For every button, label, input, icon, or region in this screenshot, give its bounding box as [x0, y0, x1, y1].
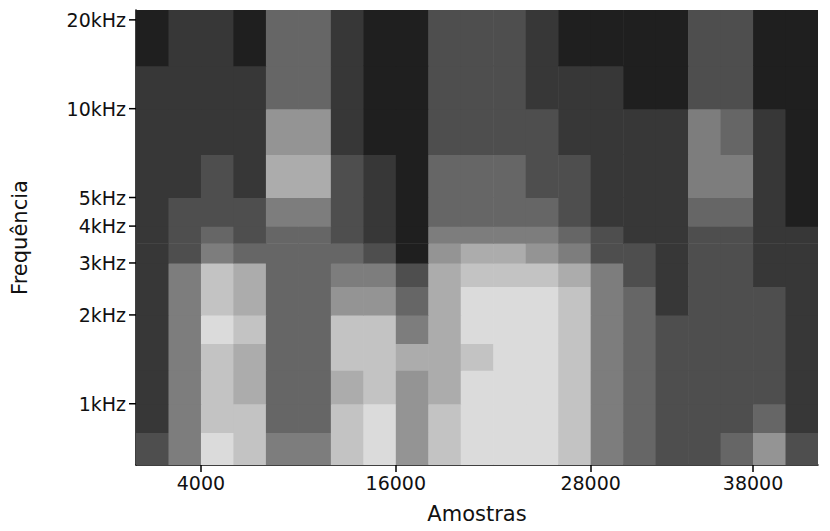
svg-text:2kHz: 2kHz [79, 304, 126, 326]
svg-text:4kHz: 4kHz [79, 215, 126, 237]
svg-text:10kHz: 10kHz [67, 98, 126, 120]
svg-text:Frequência: Frequência [8, 180, 32, 295]
svg-text:3kHz: 3kHz [79, 252, 126, 274]
svg-text:20kHz: 20kHz [67, 9, 126, 31]
svg-text:5kHz: 5kHz [79, 187, 126, 209]
svg-text:Amostras: Amostras [427, 502, 526, 526]
svg-text:4000: 4000 [177, 472, 225, 494]
svg-text:1kHz: 1kHz [79, 393, 126, 415]
svg-text:38000: 38000 [723, 472, 783, 494]
svg-text:28000: 28000 [560, 472, 620, 494]
svg-text:16000: 16000 [366, 472, 426, 494]
